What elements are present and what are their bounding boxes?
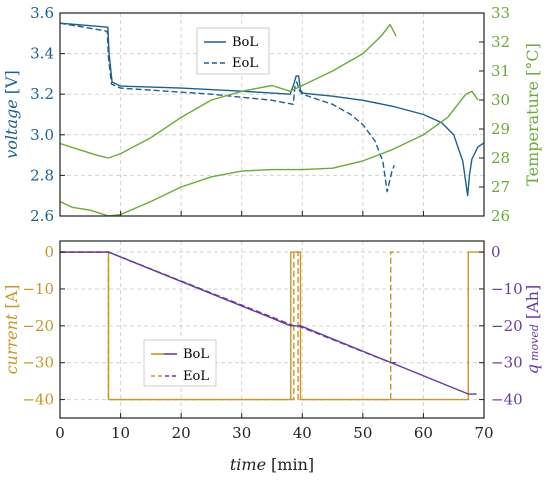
- bottom-left-tick-labels: 0 −10 −20 −30 −40: [22, 243, 65, 409]
- bottom-grid: [59, 241, 485, 418]
- bottom-legend: BoL EoL: [143, 339, 217, 387]
- bottom-series: [60, 251, 484, 401]
- left-tick-label: 3.0: [30, 126, 54, 144]
- bottom-x-tick-labels: 0 10 20 30 40 50 60 70: [55, 413, 494, 442]
- top-series: [59, 22, 485, 217]
- top-legend-box: [196, 27, 270, 75]
- series-q-moved-bol-line: [60, 251, 477, 395]
- top-right-tick-labels: 33 32 31 30 29 28 27 26: [479, 4, 510, 225]
- right-tick-label: 32: [491, 33, 510, 51]
- top-legend-eol-label: EoL: [232, 56, 258, 71]
- right-tick-label: −40: [491, 391, 523, 409]
- x-tick-label: 20: [172, 424, 191, 442]
- time-axis-label: time [min]: [230, 455, 314, 474]
- current-axis-label-main: current: [2, 313, 21, 374]
- left-tick-label: −40: [22, 391, 54, 409]
- top-plot-frame: [59, 12, 485, 217]
- bottom-legend-box: [143, 339, 217, 387]
- top-panel: 3.6 3.4 3.2 3.0 2.8 2.6 33 32 31 30 29 28 27 26 volt…: [2, 4, 542, 225]
- left-tick-label: 3.2: [30, 85, 54, 103]
- left-tick-label: −10: [22, 280, 54, 298]
- series-q-moved-eol-line: [60, 251, 398, 364]
- current-axis-label: current [A]: [2, 285, 21, 375]
- series-temperature-bol-line: [59, 90, 479, 217]
- left-tick-label: 0: [44, 243, 54, 261]
- right-tick-label: 33: [491, 4, 510, 22]
- left-tick-label: −30: [22, 354, 54, 372]
- voltage-axis-label: voltage [V]: [2, 70, 21, 159]
- left-tick-label: 2.6: [30, 207, 54, 225]
- x-tick-label: 10: [111, 424, 130, 442]
- right-tick-label: −10: [491, 280, 523, 298]
- right-tick-label: 31: [491, 62, 510, 80]
- series-voltage-bol-line: [59, 22, 485, 197]
- top-grid: [59, 12, 485, 217]
- left-tick-label: −20: [22, 317, 54, 335]
- current-axis-label-unit: [A]: [2, 285, 21, 309]
- top-x-tick-marks: [59, 211, 485, 216]
- right-tick-label: −20: [491, 317, 523, 335]
- left-tick-label: 3.4: [30, 45, 54, 63]
- series-temperature-eol-line: [59, 23, 397, 159]
- x-tick-label: 70: [474, 424, 493, 442]
- q-moved-axis-label-sub: moved: [528, 324, 541, 361]
- right-tick-label: 28: [491, 149, 510, 167]
- x-tick-label: 60: [414, 424, 433, 442]
- voltage-axis-label-main: voltage: [2, 99, 21, 158]
- right-tick-label: 0: [491, 243, 501, 261]
- x-tick-label: 50: [353, 424, 372, 442]
- time-axis-label-main: time: [230, 455, 266, 474]
- bottom-legend-bol-label: BoL: [183, 347, 209, 362]
- series-voltage-eol-line: [59, 22, 396, 193]
- q-moved-axis-label: q moved [Ah]: [523, 285, 542, 374]
- x-tick-label: 30: [232, 424, 251, 442]
- right-tick-label: −30: [491, 354, 523, 372]
- voltage-axis-label-unit: [V]: [2, 70, 21, 94]
- q-moved-axis-label-unit: [Ah]: [523, 285, 542, 319]
- bottom-panel: 0 10 20 30 40 50 60 70 0 −10 −20 −30 −40 0 −10 −20 −30…: [2, 240, 542, 474]
- right-tick-label: 26: [491, 207, 510, 225]
- x-tick-label: 0: [55, 424, 65, 442]
- bottom-plot-frame: [59, 240, 485, 419]
- bottom-right-tick-labels: 0 −10 −20 −30 −40: [479, 243, 523, 409]
- bottom-legend-eol-label: EoL: [183, 369, 209, 384]
- series-current-eol-line: [60, 251, 400, 401]
- left-tick-label: 3.6: [30, 4, 54, 22]
- right-tick-label: 30: [491, 91, 510, 109]
- top-legend-bol-label: BoL: [232, 35, 258, 50]
- right-tick-label: 29: [491, 120, 510, 138]
- top-legend: BoL EoL: [196, 27, 270, 75]
- time-axis-label-unit: [min]: [271, 455, 314, 474]
- q-moved-axis-label-main: q: [523, 364, 542, 374]
- top-left-tick-labels: 3.6 3.4 3.2 3.0 2.8 2.6: [30, 4, 65, 225]
- temperature-axis-label: Temperature [°C]: [523, 43, 542, 186]
- x-tick-label: 40: [293, 424, 312, 442]
- right-tick-label: 27: [491, 178, 510, 196]
- left-tick-label: 2.8: [30, 166, 54, 184]
